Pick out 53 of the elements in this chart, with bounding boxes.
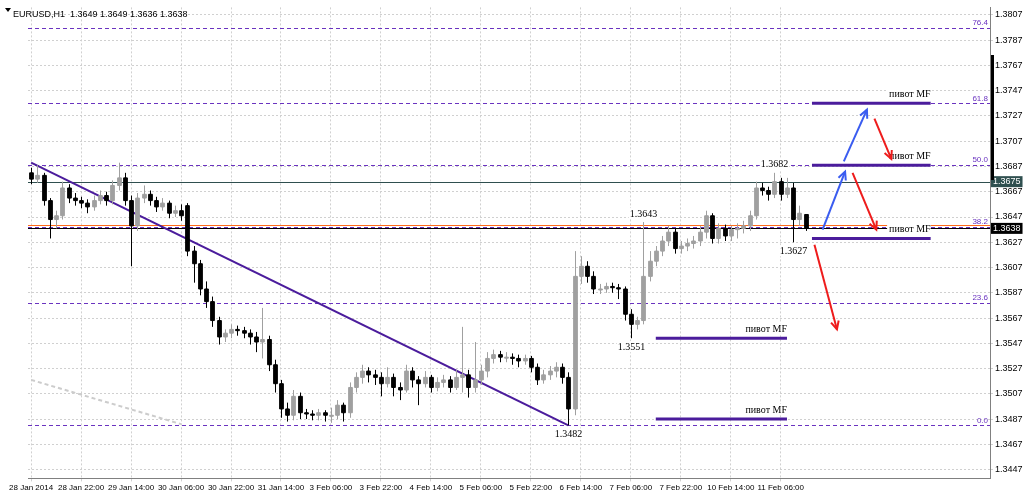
y-tick-label: 1.3487 bbox=[995, 413, 1023, 424]
x-tick-label: 7 Feb 22:00 bbox=[659, 483, 703, 493]
x-tick-label: 7 Feb 06:00 bbox=[609, 483, 653, 493]
annotation: 76.4 bbox=[972, 17, 989, 27]
y-tick-label: 1.3587 bbox=[995, 287, 1023, 298]
text: 1.3551 bbox=[617, 340, 646, 352]
series-label: пивот MF bbox=[889, 87, 932, 99]
y-tick-label: 1.3807 bbox=[995, 9, 1023, 20]
y-tick-label: 1.3647 bbox=[995, 211, 1023, 222]
x-tick-label: 6 Feb 14:00 bbox=[559, 483, 603, 493]
series-label: пивот MF bbox=[745, 403, 788, 415]
y-tick-label: 1.3527 bbox=[995, 363, 1023, 374]
x-tick-label: 30 Jan 22:00 bbox=[207, 483, 255, 493]
text: 1.3627 bbox=[779, 244, 808, 256]
series-label: пивот MF bbox=[745, 322, 788, 334]
x-tick-label: 29 Jan 14:00 bbox=[107, 483, 155, 493]
y-tick-label: 1.3467 bbox=[995, 438, 1023, 449]
x-tick-label: 5 Feb 06:00 bbox=[459, 483, 503, 493]
ref-line-label: 1.3675 bbox=[993, 176, 1021, 187]
text: 1.3482 bbox=[554, 427, 583, 439]
y-tick-label: 1.3507 bbox=[995, 388, 1023, 399]
y-tick-label: 1.3687 bbox=[995, 160, 1023, 171]
x-tick-label: 4 Feb 14:00 bbox=[409, 483, 453, 493]
y-tick-label: 1.3447 bbox=[995, 464, 1023, 475]
y-tick-label: 1.3667 bbox=[995, 186, 1023, 197]
ref-line-label: 1.3638 bbox=[993, 222, 1021, 233]
y-tick-label: 1.3767 bbox=[995, 59, 1023, 70]
y-tick-label: 1.3787 bbox=[995, 34, 1023, 45]
y-tick-label: 1.3707 bbox=[995, 135, 1023, 146]
text: 1.3643 bbox=[629, 207, 658, 219]
text: 1.3682 bbox=[760, 158, 789, 170]
x-tick-label: 3 Feb 22:00 bbox=[359, 483, 403, 493]
x-tick-label: 28 Jan 2014 bbox=[9, 483, 54, 493]
series-label: пивот MF bbox=[889, 223, 932, 235]
x-tick-label: 10 Feb 14:00 bbox=[707, 483, 755, 493]
x-tick-label: 3 Feb 06:00 bbox=[309, 483, 353, 493]
annotation: 0.0 bbox=[976, 415, 989, 425]
x-tick-label: 30 Jan 06:00 bbox=[157, 483, 205, 493]
y-tick-label: 1.3627 bbox=[995, 236, 1023, 247]
chart-title: EURUSD,H1 1.3649 1.3649 1.3636 1.3638 bbox=[13, 9, 188, 20]
annotation: 38.2 bbox=[972, 217, 989, 227]
x-tick-label: 28 Jan 22:00 bbox=[57, 483, 105, 493]
y-tick-label: 1.3547 bbox=[995, 337, 1023, 348]
annotation: 61.8 bbox=[972, 93, 989, 103]
y-tick-label: 1.3567 bbox=[995, 312, 1023, 323]
y-tick-label: 1.3727 bbox=[995, 110, 1023, 121]
x-tick-label: 31 Jan 14:00 bbox=[257, 483, 305, 493]
x-tick-label: 5 Feb 22:00 bbox=[509, 483, 553, 493]
x-tick-label: 11 Feb 06:00 bbox=[757, 483, 805, 493]
y-tick-label: 1.3747 bbox=[995, 85, 1023, 96]
annotation: 50.0 bbox=[972, 155, 989, 165]
y-tick-label: 1.3607 bbox=[995, 262, 1023, 273]
annotation: 23.6 bbox=[972, 293, 989, 303]
